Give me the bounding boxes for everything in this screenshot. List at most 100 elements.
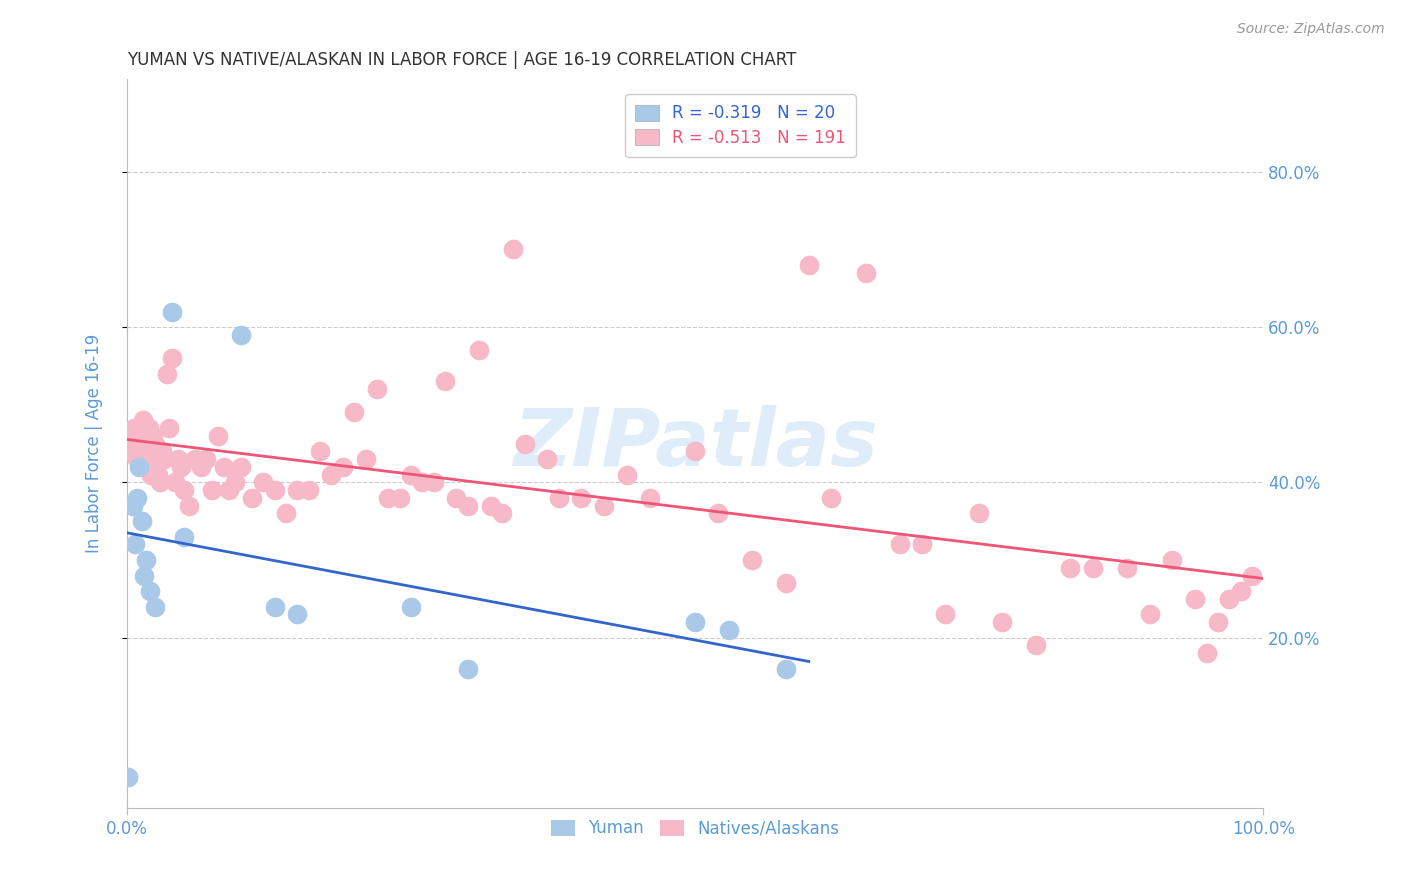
Point	[146, 467, 169, 482]
Point	[718, 623, 741, 637]
Point	[212, 459, 235, 474]
Point	[287, 483, 309, 497]
Point	[162, 351, 184, 365]
Point	[571, 491, 593, 505]
Point	[536, 452, 558, 467]
Point	[491, 507, 513, 521]
Point	[142, 428, 165, 442]
Text: Source: ZipAtlas.com: Source: ZipAtlas.com	[1237, 22, 1385, 37]
Point	[201, 483, 224, 497]
Point	[354, 452, 377, 467]
Point	[593, 499, 616, 513]
Point	[388, 491, 411, 505]
Point	[240, 491, 263, 505]
Point	[775, 576, 797, 591]
Point	[434, 375, 457, 389]
Point	[707, 507, 730, 521]
Point	[124, 444, 146, 458]
Point	[195, 452, 218, 467]
Point	[138, 421, 160, 435]
Point	[332, 459, 354, 474]
Point	[457, 499, 479, 513]
Point	[121, 499, 143, 513]
Point	[117, 771, 139, 785]
Point	[377, 491, 399, 505]
Point	[457, 662, 479, 676]
Point	[1059, 560, 1081, 574]
Point	[1081, 560, 1104, 574]
Point	[167, 452, 190, 467]
Point	[143, 599, 166, 614]
Point	[967, 507, 990, 521]
Point	[131, 514, 153, 528]
Point	[638, 491, 661, 505]
Point	[889, 537, 911, 551]
Point	[135, 553, 157, 567]
Point	[118, 444, 141, 458]
Point	[366, 382, 388, 396]
Point	[173, 530, 195, 544]
Point	[1184, 591, 1206, 606]
Point	[411, 475, 433, 490]
Point	[741, 553, 763, 567]
Point	[156, 367, 179, 381]
Point	[287, 607, 309, 622]
Text: ZIPatlas: ZIPatlas	[513, 404, 877, 483]
Point	[683, 615, 706, 629]
Point	[132, 413, 155, 427]
Text: YUMAN VS NATIVE/ALASKAN IN LABOR FORCE | AGE 16-19 CORRELATION CHART: YUMAN VS NATIVE/ALASKAN IN LABOR FORCE |…	[127, 51, 796, 69]
Point	[252, 475, 274, 490]
Point	[124, 537, 146, 551]
Point	[125, 436, 148, 450]
Point	[1240, 568, 1263, 582]
Legend: Yuman, Natives/Alaskans: Yuman, Natives/Alaskans	[544, 813, 845, 844]
Point	[120, 444, 142, 458]
Point	[422, 475, 444, 490]
Point	[547, 491, 569, 505]
Point	[122, 421, 145, 435]
Point	[321, 467, 343, 482]
Point	[1195, 646, 1218, 660]
Point	[468, 343, 491, 358]
Point	[479, 499, 502, 513]
Point	[127, 491, 149, 505]
Point	[911, 537, 934, 551]
Point	[134, 428, 156, 442]
Point	[139, 467, 162, 482]
Point	[131, 428, 153, 442]
Point	[127, 444, 149, 458]
Point	[616, 467, 638, 482]
Point	[683, 444, 706, 458]
Point	[934, 607, 956, 622]
Point	[502, 243, 524, 257]
Point	[343, 405, 366, 419]
Point	[128, 459, 150, 474]
Point	[138, 444, 160, 458]
Point	[138, 584, 160, 599]
Point	[263, 599, 285, 614]
Point	[399, 467, 422, 482]
Point	[128, 421, 150, 435]
Point	[170, 459, 193, 474]
Point	[120, 428, 142, 442]
Point	[127, 452, 149, 467]
Point	[991, 615, 1014, 629]
Point	[150, 444, 173, 458]
Point	[224, 475, 246, 490]
Point	[399, 599, 422, 614]
Point	[135, 444, 157, 458]
Point	[157, 421, 180, 435]
Point	[218, 483, 240, 497]
Point	[513, 436, 536, 450]
Point	[855, 266, 877, 280]
Point	[797, 258, 820, 272]
Point	[1161, 553, 1184, 567]
Point	[190, 459, 212, 474]
Point	[163, 475, 186, 490]
Point	[136, 452, 159, 467]
Point	[1206, 615, 1229, 629]
Point	[184, 452, 207, 467]
Point	[263, 483, 285, 497]
Point	[1116, 560, 1139, 574]
Point	[820, 491, 842, 505]
